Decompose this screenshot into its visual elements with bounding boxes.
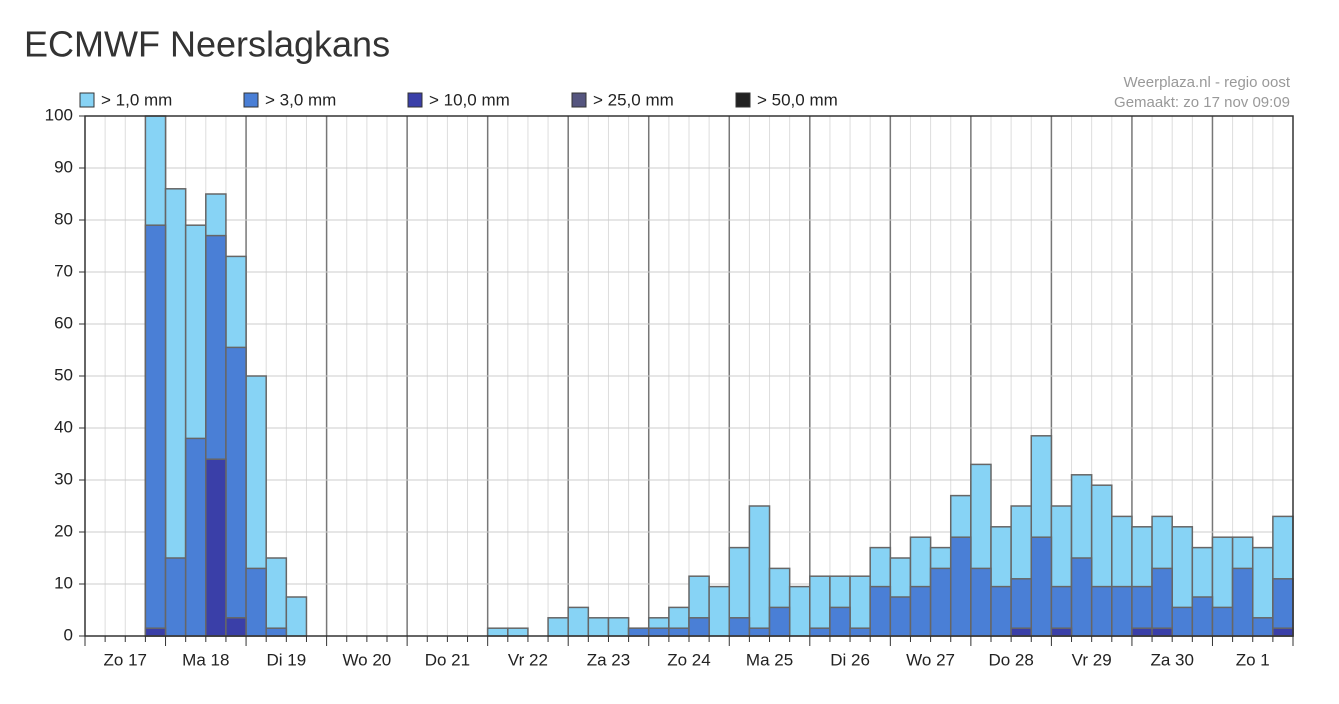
y-tick-label: 70 [54, 261, 73, 280]
x-tick-label: Wo 20 [342, 650, 391, 669]
bar [1151, 627, 1173, 637]
plot-frame [84, 115, 1294, 637]
legend-swatch [243, 92, 259, 108]
x-tick-label: Zo 17 [104, 650, 147, 669]
bar [728, 617, 751, 637]
bar [768, 606, 791, 637]
y-tick-label: 60 [54, 313, 73, 332]
bar [788, 585, 811, 637]
legend-label: > 50,0 mm [757, 90, 838, 109]
x-tick-label: Za 30 [1150, 650, 1193, 669]
legend-swatch [407, 92, 423, 108]
legend-label: > 1,0 mm [101, 90, 172, 109]
x-tick-label: Vr 22 [508, 650, 548, 669]
y-tick-label: 80 [54, 209, 73, 228]
bar [949, 536, 972, 637]
bar [567, 606, 590, 637]
bar [748, 627, 771, 637]
bar [205, 458, 227, 637]
bar [1171, 606, 1194, 637]
legend-swatch [571, 92, 587, 108]
y-tick-label: 0 [64, 625, 73, 644]
bar [668, 627, 690, 637]
bar [1010, 627, 1033, 637]
made-time: Gemaakt: zo 17 nov 09:09 [1114, 94, 1290, 111]
bar [1010, 578, 1033, 637]
bar [144, 627, 167, 637]
chart-title: ECMWF Neerslagkans [24, 24, 390, 65]
bar [1070, 557, 1093, 637]
x-tick-label: Ma 25 [746, 650, 793, 669]
legend-swatch [735, 92, 751, 108]
x-tick-label: Do 28 [988, 650, 1033, 669]
x-tick-label: Do 21 [425, 650, 470, 669]
bar [1151, 567, 1173, 637]
y-tick-label: 40 [54, 417, 73, 436]
legend-label: > 10,0 mm [429, 90, 510, 109]
y-tick-label: 10 [54, 573, 73, 592]
x-tick-label: Zo 1 [1236, 650, 1270, 669]
bar [809, 627, 831, 637]
bar [929, 567, 952, 637]
bar [970, 567, 992, 637]
bar [547, 617, 569, 637]
bar [849, 575, 871, 637]
bar [1090, 585, 1113, 637]
bar [1030, 536, 1053, 637]
x-tick-label: Ma 18 [182, 650, 229, 669]
bar [1211, 606, 1234, 637]
legend-label: > 25,0 mm [593, 90, 674, 109]
bar [225, 346, 247, 637]
bar [1131, 627, 1153, 637]
bar [144, 224, 167, 637]
bar [829, 606, 851, 637]
bar [1111, 585, 1133, 637]
y-tick-label: 30 [54, 469, 73, 488]
bar [245, 567, 267, 637]
bar [507, 627, 529, 637]
bar [849, 627, 871, 637]
bar [809, 575, 831, 637]
x-tick-label: Di 26 [830, 650, 870, 669]
x-tick-label: Vr 29 [1072, 650, 1112, 669]
bar [627, 627, 650, 637]
x-tick-label: Di 19 [266, 650, 306, 669]
bar [225, 617, 247, 637]
bar [285, 596, 308, 637]
y-tick-label: 50 [54, 365, 73, 384]
bar [1050, 627, 1073, 637]
y-tick-label: 100 [45, 105, 73, 124]
bar [909, 585, 932, 637]
x-tick-label: Zo 24 [667, 650, 710, 669]
bar [587, 617, 610, 637]
bar [184, 437, 207, 637]
bar [1251, 617, 1274, 637]
legend-swatch [79, 92, 95, 108]
bar [990, 585, 1012, 637]
x-tick-label: Wo 27 [906, 650, 955, 669]
bar [889, 596, 912, 637]
bar [708, 585, 731, 637]
bar [607, 617, 630, 637]
bar [1231, 567, 1254, 637]
bar [647, 627, 670, 637]
bar [748, 505, 771, 637]
bar [1272, 578, 1294, 637]
bar [869, 585, 892, 637]
legend-label: > 3,0 mm [265, 90, 336, 109]
bar [164, 557, 187, 637]
x-tick-label: Za 23 [587, 650, 630, 669]
y-tick-label: 90 [54, 157, 73, 176]
bar [1272, 627, 1294, 637]
bar [265, 627, 288, 637]
bar [486, 627, 509, 637]
bar [688, 617, 710, 637]
y-tick-label: 20 [54, 521, 73, 540]
source: Weerplaza.nl - regio oost [1124, 74, 1291, 91]
bar [1191, 596, 1214, 637]
bar [265, 557, 288, 637]
